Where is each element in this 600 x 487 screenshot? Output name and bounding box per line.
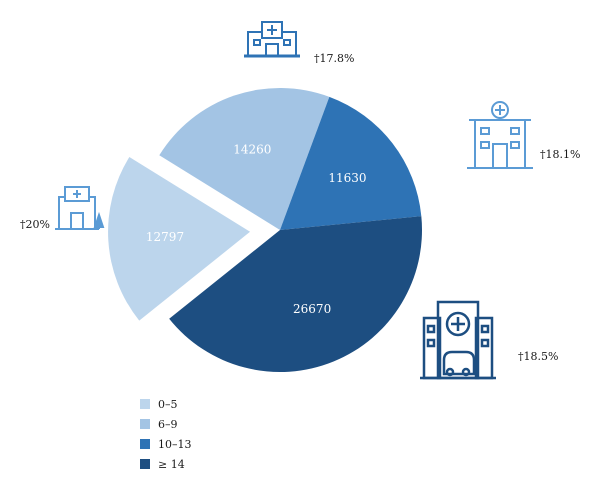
legend-label: 6–9: [158, 417, 178, 431]
percent-label: †17.8%: [314, 52, 354, 65]
legend-swatch: [140, 399, 150, 409]
pie-slice-1: [159, 88, 330, 230]
percent-label: †18.1%: [540, 148, 580, 161]
slice-value-label: 12797: [146, 230, 184, 244]
hospital-clinic-icon: [467, 101, 533, 169]
legend-label: 0–5: [158, 397, 178, 411]
legend-item: 10–13: [140, 434, 192, 454]
pie-slice-2: [280, 96, 422, 231]
slice-value-label: 26670: [293, 302, 331, 316]
pie-slice-3: [169, 216, 422, 373]
legend-swatch: [140, 459, 150, 469]
legend-item: 6–9: [140, 414, 192, 434]
small-clinic-icon: [55, 186, 105, 230]
pie-slice-0: [108, 157, 251, 321]
large-hospital-icon: [420, 300, 496, 380]
slice-value-label: 14260: [233, 142, 271, 156]
percent-label: †20%: [20, 218, 50, 231]
legend-item: 0–5: [140, 394, 192, 414]
legend-swatch: [140, 419, 150, 429]
legend-item: ≥ 14: [140, 454, 192, 474]
slice-value-label: 11630: [328, 171, 366, 185]
legend: 0–5 6–9 10–13 ≥ 14: [140, 394, 192, 474]
legend-swatch: [140, 439, 150, 449]
hospital-building-icon: [244, 21, 300, 58]
legend-label: ≥ 14: [158, 457, 185, 471]
percent-label: †18.5%: [518, 350, 558, 363]
legend-label: 10–13: [158, 437, 192, 451]
